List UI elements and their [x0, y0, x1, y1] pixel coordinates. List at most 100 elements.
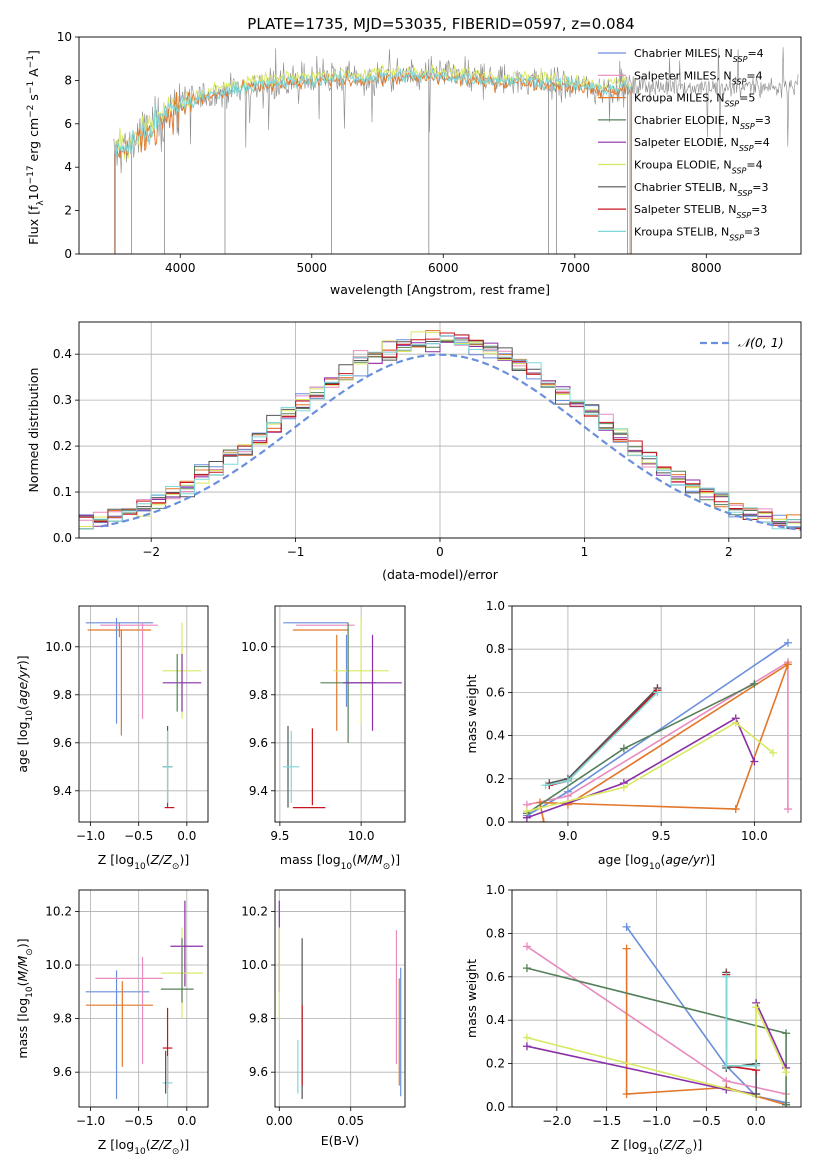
x-axis-label: Z [log10(Z/Z⊙)] — [611, 1137, 702, 1157]
x-tick-label: 9.0 — [558, 829, 577, 843]
x-axis-label: wavelength [Angstrom, rest frame] — [330, 282, 550, 297]
x-tick-label: −1.5 — [592, 1114, 621, 1128]
y-tick-label: 0.4 — [53, 347, 72, 361]
x-tick-label: −2.0 — [542, 1114, 571, 1128]
x-axis-label: Z [log10(Z/Z⊙)] — [98, 852, 189, 872]
y-axis-label: age [log10(age/yr)] — [15, 655, 35, 772]
point-marker-kroupa_stelib — [653, 688, 662, 697]
y-tick-label: 10.0 — [45, 640, 72, 654]
y-tick-label: 0.6 — [486, 685, 505, 699]
axes-frame — [78, 36, 802, 255]
y-tick-label: 1.0 — [486, 883, 505, 897]
x-tick-label: 0 — [436, 545, 444, 559]
y-tick-label: 9.6 — [249, 1065, 268, 1079]
y-tick-label: 0.0 — [486, 1100, 505, 1114]
x-tick-label: −1.0 — [76, 1114, 105, 1128]
x-tick-label: 2 — [725, 545, 733, 559]
x-tick-label: 9.5 — [652, 829, 671, 843]
x-tick-label: −0.5 — [124, 829, 153, 843]
x-tick-label: 0.05 — [337, 1114, 364, 1128]
plot-area — [283, 618, 402, 809]
plot-area — [113, 47, 799, 254]
axes-frame — [78, 321, 802, 539]
point-marker-kroupa_miles — [622, 1089, 631, 1098]
y-tick-label: 0.2 — [486, 772, 505, 786]
axes-age_vs_mass: 9.5 10.0 9.4 9.6 9.8 10.0 mass [log10(M/M⊙)] — [241, 605, 406, 872]
y-tick-label: 0 — [64, 247, 72, 261]
point-marker-salpeter_miles — [563, 792, 572, 801]
x-tick-label: 1 — [581, 545, 589, 559]
series-line-chabrier_miles — [526, 642, 789, 817]
point-marker-salpeter_miles — [783, 805, 792, 814]
x-tick-label: 8000 — [691, 261, 722, 275]
y-tick-label: 9.8 — [249, 1012, 268, 1026]
y-tick-label: 0.4 — [486, 1013, 505, 1027]
y-tick-label: 9.6 — [249, 736, 268, 750]
axes-massweight_vs_Z: −2.0 −1.5 −1.0 −0.5 0.0 0.0 0.2 0.4 0.6 0.8 1.0 Z [… — [464, 883, 802, 1157]
y-tick-label: 0.2 — [53, 439, 72, 453]
y-tick-label: 10.0 — [241, 640, 268, 654]
y-tick-label: 1.0 — [486, 599, 505, 613]
y-tick-label: 0.1 — [53, 485, 72, 499]
y-axis-label: mass weight — [464, 674, 479, 753]
x-tick-label: 7000 — [560, 261, 591, 275]
axes-frame — [78, 889, 209, 1108]
point-marker-chabrier_elodie — [619, 744, 628, 753]
point-marker-kroupa_miles — [622, 944, 631, 953]
point-marker-chabrier_elodie — [782, 1029, 791, 1038]
x-axis-label: E(B-V) — [321, 1133, 360, 1148]
point-marker-chabrier_stelib — [752, 1089, 761, 1098]
axes-mass_vs_ebv: 0.00 0.05 9.6 9.8 10.0 10.2 E(B-V) — [241, 889, 406, 1148]
point-marker-kroupa_elodie — [522, 1033, 531, 1042]
series-line-kroupa_elodie — [526, 1006, 787, 1098]
point-marker-kroupa_elodie — [752, 1003, 761, 1012]
axes-frame — [78, 605, 209, 823]
y-tick-label: 0.2 — [486, 1057, 505, 1071]
point-marker-kroupa_elodie — [769, 748, 778, 757]
y-axis-label: mass [log10(M/M⊙)] — [15, 938, 35, 1058]
y-tick-label: 8 — [64, 73, 72, 87]
y-tick-label: 2 — [64, 204, 72, 218]
point-marker-chabrier_miles — [783, 638, 792, 647]
y-axis-label: Flux [fλ10−17 erg cm−2 s−1 A−1] — [26, 50, 46, 245]
x-tick-label: 4000 — [165, 261, 196, 275]
x-tick-label: −1.0 — [76, 829, 105, 843]
point-marker-kroupa_stelib — [752, 1061, 761, 1070]
legend-label: Chabrier ELODIE, NSSP=3 — [634, 114, 771, 130]
x-tick-label: 0.0 — [177, 829, 196, 843]
x-tick-label: −0.5 — [124, 1114, 153, 1128]
point-marker-chabrier_elodie — [522, 964, 531, 973]
histogram-kroupa_stelib — [79, 335, 801, 530]
plot-area — [522, 638, 792, 822]
y-tick-label: 0.6 — [486, 970, 505, 984]
y-tick-label: 9.6 — [53, 736, 72, 750]
y-tick-label: 10.2 — [241, 904, 268, 918]
point-marker-kroupa_stelib — [722, 1061, 731, 1070]
model-line-kroupa_stelib — [114, 68, 632, 157]
axes-frame — [274, 605, 406, 823]
point-marker-chabrier_elodie — [750, 679, 759, 688]
plot-area — [278, 900, 402, 1099]
x-tick-label: −1.0 — [642, 1114, 671, 1128]
point-marker-kroupa_stelib — [563, 776, 572, 785]
legend-label-normal: 𝒩(0, 1) — [738, 335, 784, 350]
legend-label: Kroupa ELODIE, NSSP=4 — [634, 159, 763, 176]
x-tick-label: −1 — [287, 545, 305, 559]
point-marker-kroupa_elodie — [782, 1068, 791, 1077]
y-tick-label: 10 — [57, 30, 72, 44]
normal-curve — [100, 353, 801, 531]
point-marker-kroupa_elodie — [522, 807, 531, 816]
y-tick-label: 9.4 — [53, 784, 72, 798]
y-tick-label: 10.0 — [45, 958, 72, 972]
spectrum-data-line — [113, 47, 799, 174]
point-marker-salpeter_miles — [522, 942, 531, 951]
legend-label: Chabrier MILES, NSSP=4 — [634, 47, 764, 64]
y-tick-label: 6 — [64, 117, 72, 131]
point-marker-kroupa_stelib — [541, 781, 550, 790]
point-marker-chabrier_miles — [622, 922, 631, 931]
x-tick-label: −0.5 — [692, 1114, 721, 1128]
point-marker-salpeter_elodie — [750, 757, 759, 766]
axes-frame — [511, 889, 802, 1108]
